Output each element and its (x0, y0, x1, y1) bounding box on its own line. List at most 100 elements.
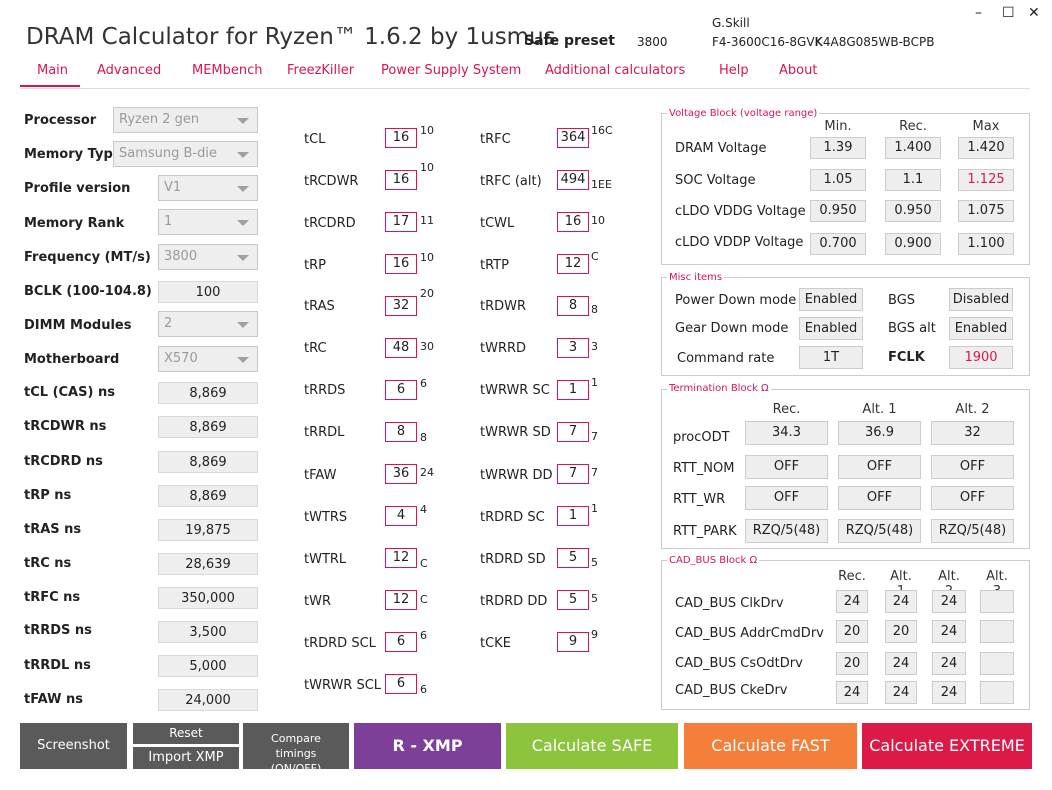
timing-hex: 16C (591, 124, 613, 137)
voltage-max: 1.100 (958, 233, 1014, 255)
termination-value: OFF (931, 486, 1014, 510)
motherboard-value: X570 (164, 351, 198, 366)
power-down-label: Power Down mode (675, 293, 797, 308)
dimm-modules-label: DIMM Modules (24, 318, 132, 333)
memory-type-select[interactable]: Samsung B-die (113, 141, 258, 167)
termination-label: RTT_NOM (673, 461, 735, 476)
tab-additional-calculators[interactable]: Additional calculators (545, 63, 686, 78)
cadbus-label: CAD_BUS AddrCmdDrv (675, 626, 824, 641)
cadbus-value: 24 (836, 590, 868, 613)
calculate-fast-button[interactable]: Calculate FAST (684, 723, 857, 769)
cadbus-value: 24 (836, 681, 868, 704)
motherboard-select[interactable]: X570 (158, 346, 258, 372)
timing-label: tRP (304, 258, 326, 273)
tab-main[interactable]: Main (37, 63, 69, 78)
cadbus-value (980, 652, 1014, 675)
timing-value: 5 (557, 590, 589, 610)
dimm-modules-select[interactable]: 2 (158, 311, 258, 337)
termination-header-alt2: Alt. 2 (955, 402, 990, 417)
profile-version-label: Profile version (24, 181, 131, 196)
processor-select[interactable]: Ryzen 2 gen (113, 107, 258, 133)
ns-label: tCL (CAS) ns (24, 385, 115, 400)
tab-freezkiller[interactable]: FreezKiller (287, 63, 355, 78)
ns-label: tRCDWR ns (24, 419, 107, 434)
timing-label: tWRWR DD (480, 468, 553, 483)
misc-panel (661, 277, 1030, 376)
termination-panel (661, 389, 1030, 549)
voltage-label: cLDO VDDG Voltage (675, 204, 806, 219)
voltage-header-min: Min. (824, 119, 852, 134)
timing-value: 16 (385, 254, 417, 274)
calculate-safe-button[interactable]: Calculate SAFE (506, 723, 678, 769)
cadbus-header-rec: Rec. (838, 569, 866, 584)
minimize-icon[interactable]: – (975, 5, 982, 21)
close-icon[interactable]: ✕ (1028, 5, 1040, 21)
reset-button[interactable]: Reset (133, 723, 239, 744)
timing-value: 8 (557, 296, 589, 316)
chevron-down-icon (237, 220, 249, 226)
tab-advanced[interactable]: Advanced (97, 63, 162, 78)
bgs-alt-value[interactable]: Enabled (949, 317, 1013, 340)
command-rate-value[interactable]: 1T (799, 346, 863, 369)
fclk-value[interactable]: 1900 (949, 346, 1013, 369)
cadbus-value: 24 (932, 590, 966, 613)
tab-membench[interactable]: MEMbench (192, 63, 263, 78)
timing-label: tRDRD SC (480, 510, 545, 525)
voltage-min: 1.39 (810, 137, 866, 159)
timing-hex: 10 (591, 214, 605, 227)
compare-timings-button[interactable]: Compare timings (ON/OFF) (243, 723, 349, 775)
ns-value: 3,500 (158, 621, 258, 643)
timing-value: 17 (385, 212, 417, 232)
gear-down-label: Gear Down mode (675, 321, 789, 336)
timing-label: tWTRL (304, 552, 347, 567)
cadbus-panel (661, 560, 1030, 710)
bgs-alt-label: BGS alt (888, 321, 936, 336)
voltage-header-max: Max (972, 119, 1000, 134)
timing-value: 3 (557, 338, 589, 358)
timing-hex: 1 (591, 376, 598, 389)
chevron-down-icon (237, 322, 249, 328)
voltage-max: 1.420 (958, 137, 1014, 159)
screenshot-button[interactable]: Screenshot (20, 723, 127, 769)
bgs-value[interactable]: Disabled (949, 288, 1013, 311)
timing-label: tRFC (480, 132, 511, 147)
profile-version-select[interactable]: V1 (158, 175, 258, 201)
gear-down-value[interactable]: Enabled (799, 317, 863, 340)
voltage-min: 0.700 (810, 233, 866, 255)
memory-rank-label: Memory Rank (24, 216, 125, 231)
tab-about[interactable]: About (779, 63, 818, 78)
timing-value: 7 (557, 422, 589, 442)
timing-hex: 8 (420, 431, 427, 444)
processor-value: Ryzen 2 gen (119, 112, 200, 127)
import-xmp-button[interactable]: Import XMP (133, 747, 239, 769)
chevron-down-icon (237, 118, 249, 124)
timing-label: tWRRD (480, 341, 527, 356)
timing-value: 494 (557, 170, 589, 190)
ram-part-number: F4-3600C16-8GVK (712, 35, 823, 49)
maximize-icon[interactable]: ☐ (1002, 5, 1015, 21)
cadbus-panel-title: CAD_BUS Block Ω (667, 555, 760, 566)
timing-value: 1 (557, 506, 589, 526)
power-down-value[interactable]: Enabled (799, 288, 863, 311)
timing-value: 32 (385, 296, 417, 316)
timing-hex: 6 (420, 683, 427, 696)
tab-help[interactable]: Help (719, 63, 749, 78)
bclk-input[interactable]: 100 (158, 281, 258, 303)
termination-value: RZQ/5(48) (838, 519, 921, 543)
voltage-rec: 0.900 (885, 233, 941, 255)
ns-value: 8,869 (158, 382, 258, 404)
chevron-down-icon (237, 152, 249, 158)
voltage-panel (661, 113, 1030, 265)
timing-value: 48 (385, 338, 417, 358)
frequency-select[interactable]: 3800 (158, 244, 258, 270)
tab-power-supply[interactable]: Power Supply System (381, 63, 522, 78)
timing-value: 16 (557, 212, 589, 232)
rxmp-button[interactable]: R - XMP (354, 723, 501, 769)
termination-value: RZQ/5(48) (745, 519, 828, 543)
timing-value: 1 (557, 380, 589, 400)
memory-rank-select[interactable]: 1 (158, 209, 258, 235)
cadbus-value: 24 (932, 620, 966, 643)
timing-hex: 10 (420, 124, 434, 137)
calculate-extreme-button[interactable]: Calculate EXTREME (862, 723, 1032, 769)
termination-value: 36.9 (838, 421, 921, 445)
